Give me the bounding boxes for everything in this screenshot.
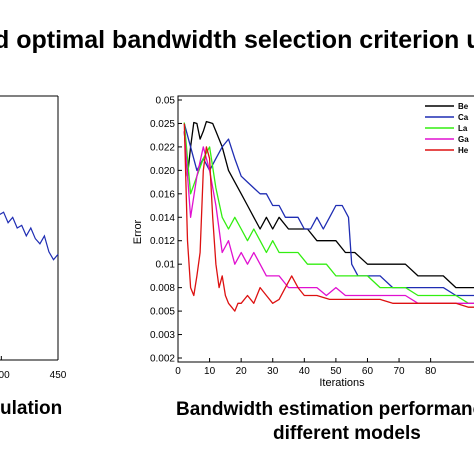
right-chart: 0.05 0.025 0.022 0.020 0.016 0.014 0.012 0.01 0.… (132, 95, 474, 389)
x-tick-label: 70 (393, 366, 405, 377)
x-tick-label: 40 (299, 366, 311, 377)
series-line-he (183, 123, 474, 312)
y-tick-label: 0.012 (150, 236, 175, 247)
y-tick-label: 0.01 (156, 260, 176, 271)
legend-box (418, 98, 474, 162)
legend-label-ga: Ga (458, 135, 469, 144)
right-caption-line2: different models (273, 423, 421, 444)
legend-label-ca: Ca (458, 113, 469, 122)
x-tick-label: 30 (267, 366, 279, 377)
y-tick-label: 0.005 (150, 307, 175, 318)
y-tick-label: 0.008 (150, 283, 175, 294)
figure-title: d optimal bandwidth selection criterion … (0, 26, 474, 54)
x-tick-label: 20 (236, 366, 248, 377)
legend-label-he: He (458, 146, 469, 155)
y-tick-label: 0.05 (156, 96, 176, 107)
y-tick-label: 0.020 (150, 166, 175, 177)
x-tick-label: 60 (362, 366, 374, 377)
y-tick-label: 0.014 (150, 213, 175, 224)
y-tick-label: 0.016 (150, 189, 175, 200)
y-tick-label: 0.025 (150, 119, 175, 130)
x-tick-label: 0 (175, 366, 181, 377)
x-tick-label: 80 (425, 366, 437, 377)
legend-label-la: La (458, 124, 468, 133)
left-caption: ulation (0, 398, 63, 419)
left-chart: 400 450 (0, 95, 67, 381)
y-tick-label: 0.022 (150, 142, 175, 153)
series-line-be (183, 120, 474, 289)
right-caption: Bandwidth estimation performanc differen… (176, 398, 474, 446)
right-caption-line1: Bandwidth estimation performanc (176, 399, 474, 420)
x-tick-label: 10 (204, 366, 216, 377)
right-plot-frame (177, 95, 474, 363)
left-xtick-label: 400 (0, 370, 10, 381)
series-line-la (183, 122, 474, 304)
y-tick-label: 0.003 (150, 330, 175, 341)
left-series-line-0 (0, 211, 59, 261)
y-tick-label: 0.002 (150, 354, 175, 365)
left-xtick-label: 450 (50, 370, 67, 381)
y-axis-label: Error (132, 219, 144, 244)
series-line-ga (183, 131, 474, 304)
legend-label-be: Be (458, 102, 469, 111)
x-tick-label: 50 (330, 366, 342, 377)
x-axis-label: Iterations (319, 377, 365, 389)
legend: Be Ca La Ga He (418, 98, 474, 162)
